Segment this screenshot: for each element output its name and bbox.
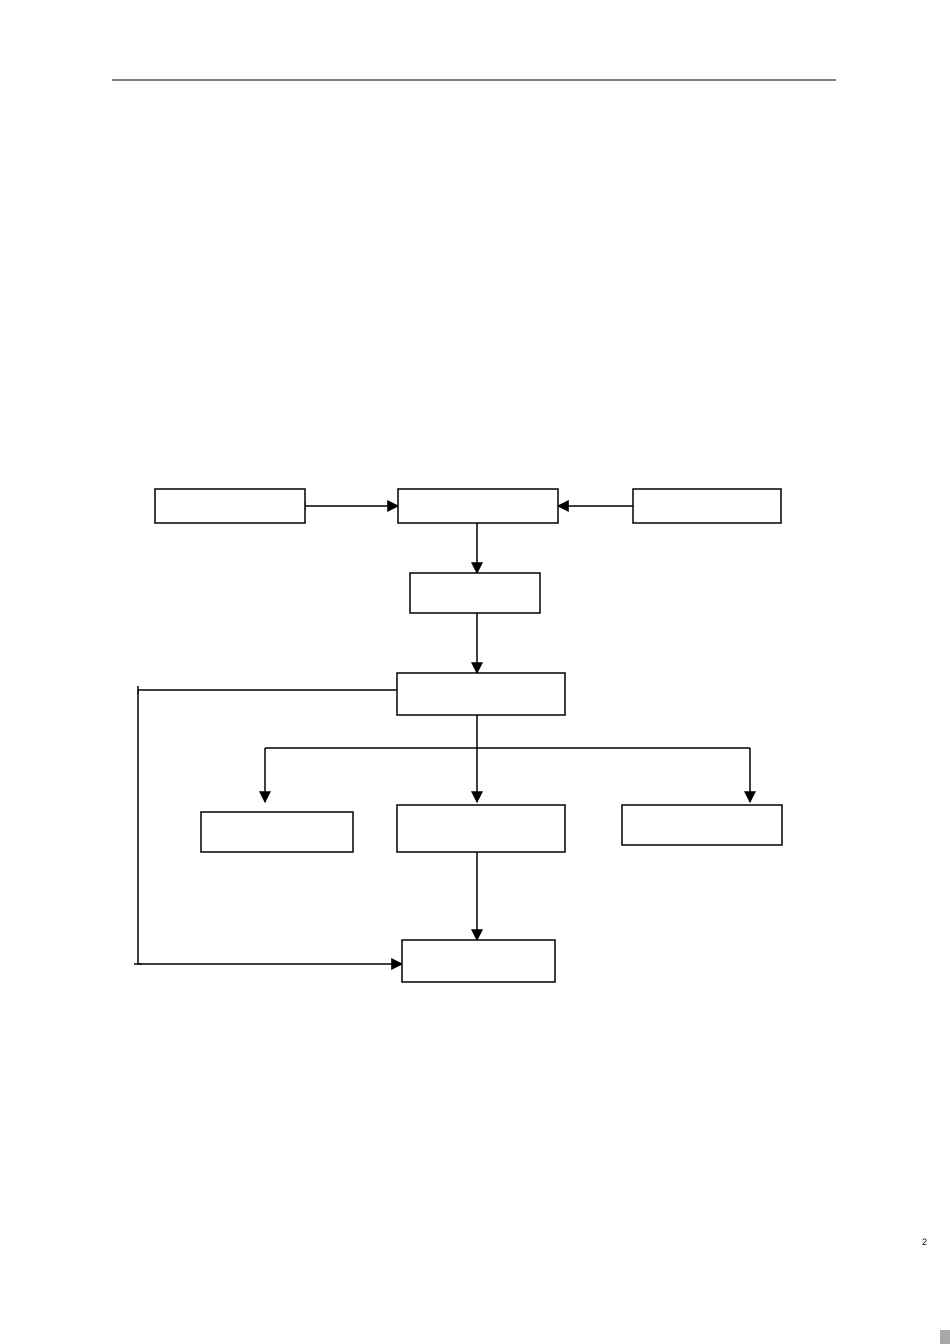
flowchart-node-n6: [201, 812, 353, 852]
flowchart-node-n9: [402, 940, 555, 982]
flowchart-node-n2: [398, 489, 558, 523]
flowchart-canvas: [0, 0, 950, 1344]
flowchart-node-n7: [397, 805, 565, 852]
flowchart-node-n1: [155, 489, 305, 523]
flowchart-node-n8: [622, 805, 782, 845]
flowchart-node-n5: [397, 673, 565, 715]
page-number: 2: [922, 1237, 927, 1247]
flowchart-node-n4: [410, 573, 540, 613]
flowchart-node-n3: [633, 489, 781, 523]
